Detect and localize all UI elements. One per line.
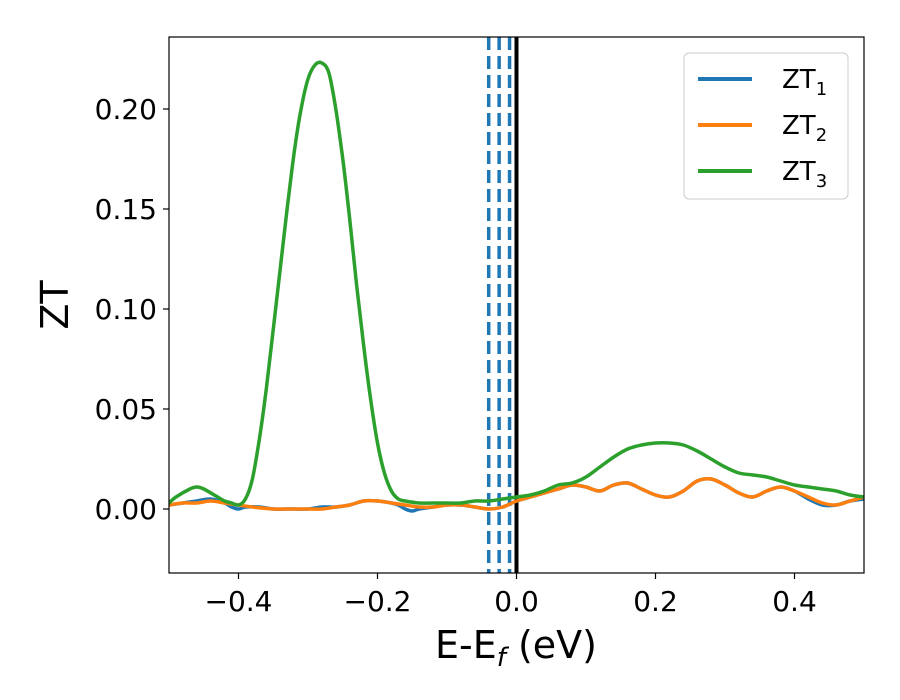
x-axis-label: E-Ef (eV) <box>435 623 597 673</box>
x-tick-label: −0.2 <box>344 585 412 618</box>
x-axis-label-base: E-E <box>435 623 497 667</box>
legend-label-zt1: ZT1 <box>782 65 827 100</box>
y-tick-label: 0.20 <box>95 93 157 126</box>
x-axis-label-unit: (eV) <box>506 623 597 667</box>
series-line-zt3 <box>169 60 864 507</box>
y-tick-label: 0.00 <box>95 493 157 526</box>
x-tick-label: 0.4 <box>772 585 817 618</box>
x-tick-label: −0.4 <box>205 585 273 618</box>
legend-label-zt3: ZT3 <box>782 157 827 192</box>
x-tick-label: 0.2 <box>633 585 678 618</box>
y-tick-label: 0.15 <box>95 193 157 226</box>
y-tick-label: 0.05 <box>95 393 157 426</box>
legend-box <box>683 52 849 200</box>
y-tick-label: 0.10 <box>95 293 157 326</box>
y-axis-label: ZT <box>33 280 77 330</box>
x-tick-label: 0.0 <box>494 585 539 618</box>
series-line-zt2 <box>169 476 864 511</box>
legend: ZT1 ZT2 ZT3 <box>683 52 849 200</box>
legend-label-zt2: ZT2 <box>782 111 827 146</box>
